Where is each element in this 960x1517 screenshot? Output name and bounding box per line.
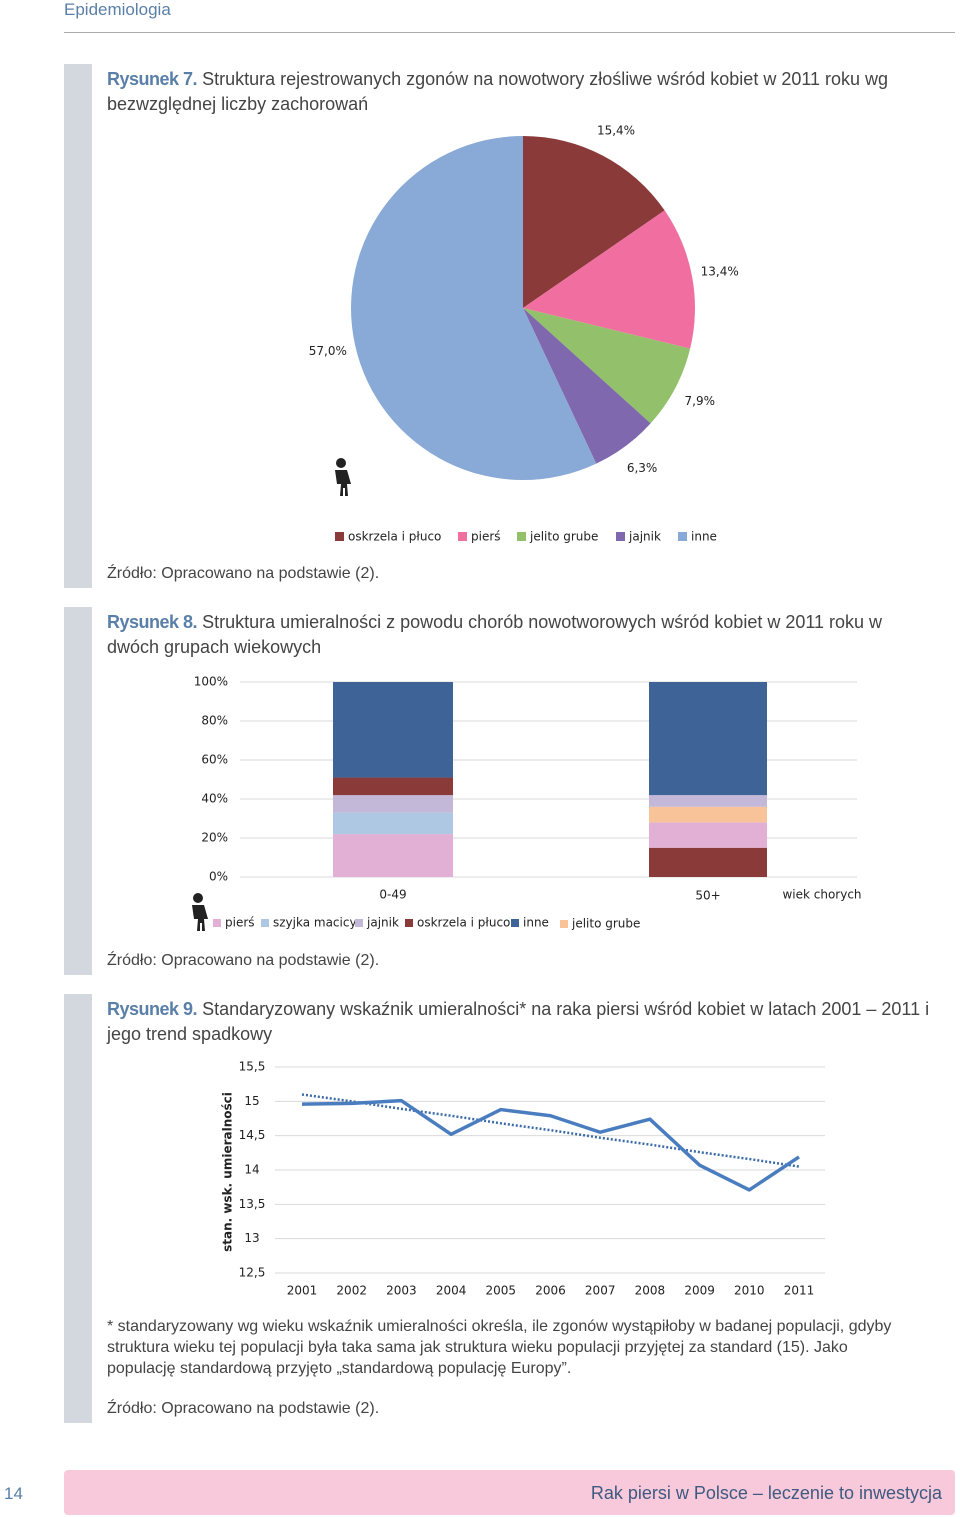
source-note: Źródło: Opracowano na podstawie (2). bbox=[107, 1400, 380, 1417]
y-tick-label: 14,5 bbox=[239, 1128, 266, 1142]
header-rule bbox=[64, 32, 955, 33]
bar-segment bbox=[649, 847, 767, 877]
footnote: * standaryzowany wg wieku wskaźnik umier… bbox=[107, 1318, 892, 1377]
legend-label: jelito grube bbox=[571, 917, 640, 931]
bar-segment bbox=[333, 812, 453, 835]
female-icon bbox=[335, 458, 351, 496]
bar-segment bbox=[333, 682, 453, 778]
x-tick-label: 2005 bbox=[486, 1284, 517, 1298]
x-tick-label: 2011 bbox=[784, 1284, 815, 1298]
bar-segment bbox=[333, 777, 453, 796]
figure-label: Rysunek 7. bbox=[107, 69, 198, 89]
page-number: 14 bbox=[4, 1484, 23, 1503]
bar-segment bbox=[333, 834, 453, 877]
pie-slice bbox=[350, 136, 597, 480]
legend-label: inne bbox=[691, 530, 717, 544]
bar-segment bbox=[333, 795, 453, 813]
bar-segment bbox=[649, 822, 767, 848]
bar-segment bbox=[649, 806, 767, 823]
legend-label: szyjka macicy bbox=[273, 916, 357, 930]
x-tick-label: 2004 bbox=[436, 1284, 467, 1298]
legend-label: pierś bbox=[225, 916, 255, 930]
legend-swatch bbox=[678, 532, 687, 541]
figure-caption: Rysunek 9. Standaryzowany wskaźnik umier… bbox=[107, 997, 937, 1047]
figure-label: Rysunek 9. bbox=[107, 999, 198, 1019]
data-label: 57,0% bbox=[309, 344, 347, 358]
data-label: 15,4% bbox=[597, 123, 635, 137]
x-tick-label: 2002 bbox=[336, 1284, 367, 1298]
data-label: 13,4% bbox=[701, 264, 739, 278]
x-tick-label: 2008 bbox=[635, 1284, 666, 1298]
side-bar bbox=[64, 607, 92, 975]
source-note: Źródło: Opracowano na podstawie (2). bbox=[107, 952, 380, 969]
legend-label: oskrzela i płuco bbox=[348, 530, 441, 544]
footer-band bbox=[64, 1470, 955, 1515]
bar-segment bbox=[649, 795, 767, 807]
trend-line bbox=[301, 1093, 800, 1168]
y-tick-label: 20% bbox=[201, 831, 228, 845]
pie-slice bbox=[523, 308, 651, 464]
data-label: 7,9% bbox=[685, 394, 716, 408]
y-tick-label: 80% bbox=[201, 714, 228, 728]
data-line bbox=[301, 1098, 800, 1192]
y-tick-label: 0% bbox=[209, 870, 228, 884]
figure-label: Rysunek 8. bbox=[107, 612, 198, 632]
legend-swatch bbox=[517, 532, 526, 541]
section-header: Epidemiologia bbox=[64, 0, 171, 19]
y-axis-label: stan. wsk. umieralności bbox=[221, 1092, 235, 1252]
female-icon bbox=[192, 893, 208, 931]
legend-label: pierś bbox=[471, 530, 501, 544]
legend-label: jajnik bbox=[366, 916, 399, 930]
y-tick-label: 100% bbox=[194, 675, 228, 689]
footer-title: Rak piersi w Polsce – leczenie to inwest… bbox=[590, 1483, 942, 1503]
y-tick-label: 13 bbox=[244, 1231, 259, 1245]
legend-swatch bbox=[560, 920, 568, 928]
y-tick-label: 13,5 bbox=[239, 1197, 266, 1211]
x-axis-label: wiek chorych bbox=[782, 888, 861, 902]
figure-caption: Rysunek 8. Struktura umieralności z powo… bbox=[107, 610, 937, 660]
source-note: Źródło: Opracowano na podstawie (2). bbox=[107, 565, 380, 582]
figure-title: Struktura umieralności z powodu chorób n… bbox=[107, 612, 883, 657]
figure-caption: Rysunek 7. Struktura rejestrowanych zgon… bbox=[107, 67, 937, 117]
legend-swatch bbox=[261, 919, 269, 927]
figure-title: Struktura rejestrowanych zgonów na nowot… bbox=[107, 69, 889, 114]
y-tick-label: 12,5 bbox=[239, 1266, 266, 1280]
y-tick-label: 14 bbox=[244, 1163, 259, 1177]
x-tick-label: 2001 bbox=[287, 1284, 318, 1298]
side-bar bbox=[64, 64, 92, 588]
pie-slice bbox=[523, 136, 665, 308]
legend-label: inne bbox=[523, 916, 549, 930]
x-tick-label: 0-49 bbox=[379, 888, 406, 902]
x-tick-label: 50+ bbox=[695, 889, 720, 903]
y-tick-label: 15 bbox=[244, 1094, 259, 1108]
y-tick-label: 15,5 bbox=[239, 1060, 266, 1074]
y-tick-label: 60% bbox=[201, 753, 228, 767]
legend-swatch bbox=[458, 532, 467, 541]
side-bar bbox=[64, 994, 92, 1423]
legend-swatch bbox=[511, 919, 519, 927]
pie-slice bbox=[523, 308, 691, 424]
legend-swatch bbox=[213, 919, 221, 927]
x-tick-label: 2006 bbox=[535, 1284, 566, 1298]
x-tick-label: 2007 bbox=[585, 1284, 616, 1298]
pie-slice bbox=[523, 210, 695, 349]
legend-label: oskrzela i płuco bbox=[417, 916, 510, 930]
bar-segment bbox=[649, 682, 767, 796]
x-tick-label: 2009 bbox=[684, 1284, 715, 1298]
legend-swatch bbox=[355, 919, 363, 927]
figure-title: Standaryzowany wskaźnik umieralności* na… bbox=[107, 999, 930, 1044]
legend-label: jajnik bbox=[628, 530, 661, 544]
legend-label: jelito grube bbox=[529, 530, 598, 544]
x-tick-label: 2003 bbox=[386, 1284, 417, 1298]
data-label: 6,3% bbox=[627, 461, 658, 475]
legend-swatch bbox=[405, 919, 413, 927]
legend-swatch bbox=[335, 532, 344, 541]
legend-swatch bbox=[616, 532, 625, 541]
x-tick-label: 2010 bbox=[734, 1284, 765, 1298]
y-tick-label: 40% bbox=[201, 792, 228, 806]
